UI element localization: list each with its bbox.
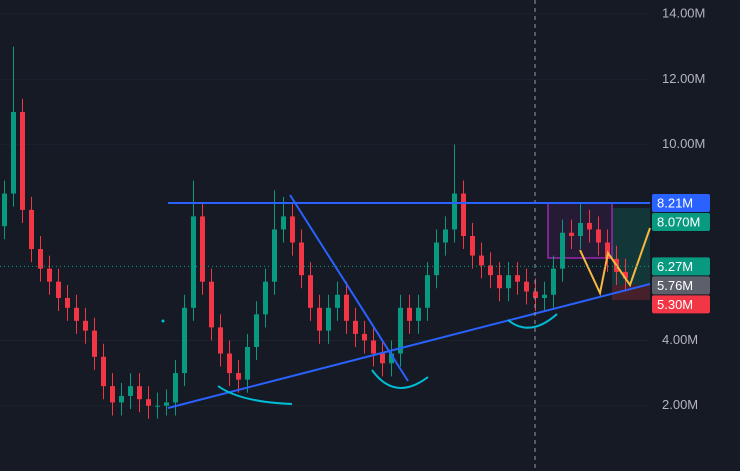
- candle-body: [551, 268, 556, 295]
- candle-body: [227, 353, 232, 374]
- candle-body: [263, 281, 268, 315]
- candle-body: [587, 222, 592, 230]
- candle-body: [335, 294, 340, 308]
- candle-body: [389, 353, 394, 364]
- candle-body: [443, 229, 448, 243]
- candle-body: [326, 307, 331, 331]
- price-label: 5.30M: [657, 297, 693, 312]
- dot: [161, 319, 165, 323]
- candle-body: [569, 232, 574, 236]
- candle-body: [128, 386, 133, 396]
- candle-body: [200, 216, 205, 282]
- price-label-box: [652, 213, 710, 232]
- candle-body: [560, 232, 565, 269]
- trend-line: [167, 283, 651, 409]
- candle-body: [353, 320, 358, 334]
- price-label-box: [652, 194, 710, 213]
- candle-body: [371, 340, 376, 354]
- candle-body: [74, 307, 79, 321]
- y-tick-label: 14.00M: [662, 5, 705, 20]
- candle-body: [524, 281, 529, 292]
- candle-body: [407, 307, 412, 321]
- candle-body: [488, 265, 493, 276]
- price-label: 6.27M: [657, 259, 693, 274]
- price-axis: 2.00M 4.00M 10.00M 12.00M 14.00M 8.21M 8.070M 6…: [652, 5, 710, 412]
- candle-body: [416, 307, 421, 321]
- candle-body: [209, 281, 214, 328]
- drawings: [0, 0, 651, 471]
- candle-body: [308, 275, 313, 308]
- candle-body: [479, 255, 484, 266]
- candle-body: [101, 356, 106, 387]
- price-label: 8.21M: [657, 195, 693, 210]
- candle-body: [425, 275, 430, 308]
- candle-body: [317, 307, 322, 331]
- candle-body: [497, 275, 502, 289]
- candle-body: [20, 111, 25, 210]
- arc: [217, 385, 293, 405]
- candle-body: [182, 307, 187, 374]
- grid: [0, 13, 650, 407]
- candle-body: [137, 386, 142, 400]
- price-label: 5.76M: [657, 278, 693, 293]
- candle-body: [92, 330, 97, 357]
- y-tick-label: 4.00M: [662, 332, 698, 347]
- candle-body: [146, 399, 151, 406]
- candle-body: [461, 193, 466, 236]
- candle-body: [398, 307, 403, 354]
- candle-body: [245, 346, 250, 380]
- candle-body: [578, 222, 583, 236]
- candle-body: [47, 268, 52, 282]
- candle-body: [596, 229, 601, 243]
- candle-body: [344, 294, 349, 321]
- price-label: 8.070M: [657, 214, 700, 229]
- price-label-box: [652, 257, 710, 276]
- candle-body: [29, 209, 34, 250]
- arc: [371, 369, 429, 389]
- y-tick-label: 12.00M: [662, 71, 705, 86]
- candle-body: [533, 291, 538, 299]
- candle-body: [290, 216, 295, 243]
- candle-body: [542, 294, 547, 299]
- candle-body: [506, 275, 511, 289]
- candle-body: [434, 242, 439, 276]
- candle-body: [38, 249, 43, 269]
- candle-body: [110, 386, 115, 403]
- candle-body: [119, 395, 124, 403]
- candle-body: [236, 373, 241, 380]
- arc: [507, 313, 558, 329]
- y-tick-label: 10.00M: [662, 136, 705, 151]
- loss-zone: [612, 285, 650, 300]
- candle-body: [155, 405, 160, 407]
- candle-body: [623, 271, 628, 279]
- candle-body: [515, 275, 520, 282]
- candle-body: [2, 193, 7, 227]
- candle-body: [65, 298, 70, 308]
- candle-body: [11, 111, 16, 194]
- candle-body: [380, 353, 385, 364]
- candle-body: [281, 216, 286, 230]
- candles: [2, 46, 628, 419]
- candle-body: [362, 333, 367, 341]
- trend-line: [289, 194, 409, 382]
- candle-body: [452, 193, 457, 230]
- candle-body: [470, 235, 475, 256]
- price-label-box: [652, 276, 710, 295]
- candle-body: [173, 373, 178, 403]
- candle-body: [164, 402, 169, 406]
- candle-body: [56, 281, 61, 299]
- y-tick-label: 2.00M: [662, 397, 698, 412]
- candle-body: [299, 242, 304, 276]
- candle-body: [254, 314, 259, 347]
- candle-body: [218, 327, 223, 354]
- candle-body: [272, 229, 277, 282]
- candle-body: [83, 320, 88, 331]
- candle-body: [191, 216, 196, 308]
- price-label-box: [652, 295, 710, 314]
